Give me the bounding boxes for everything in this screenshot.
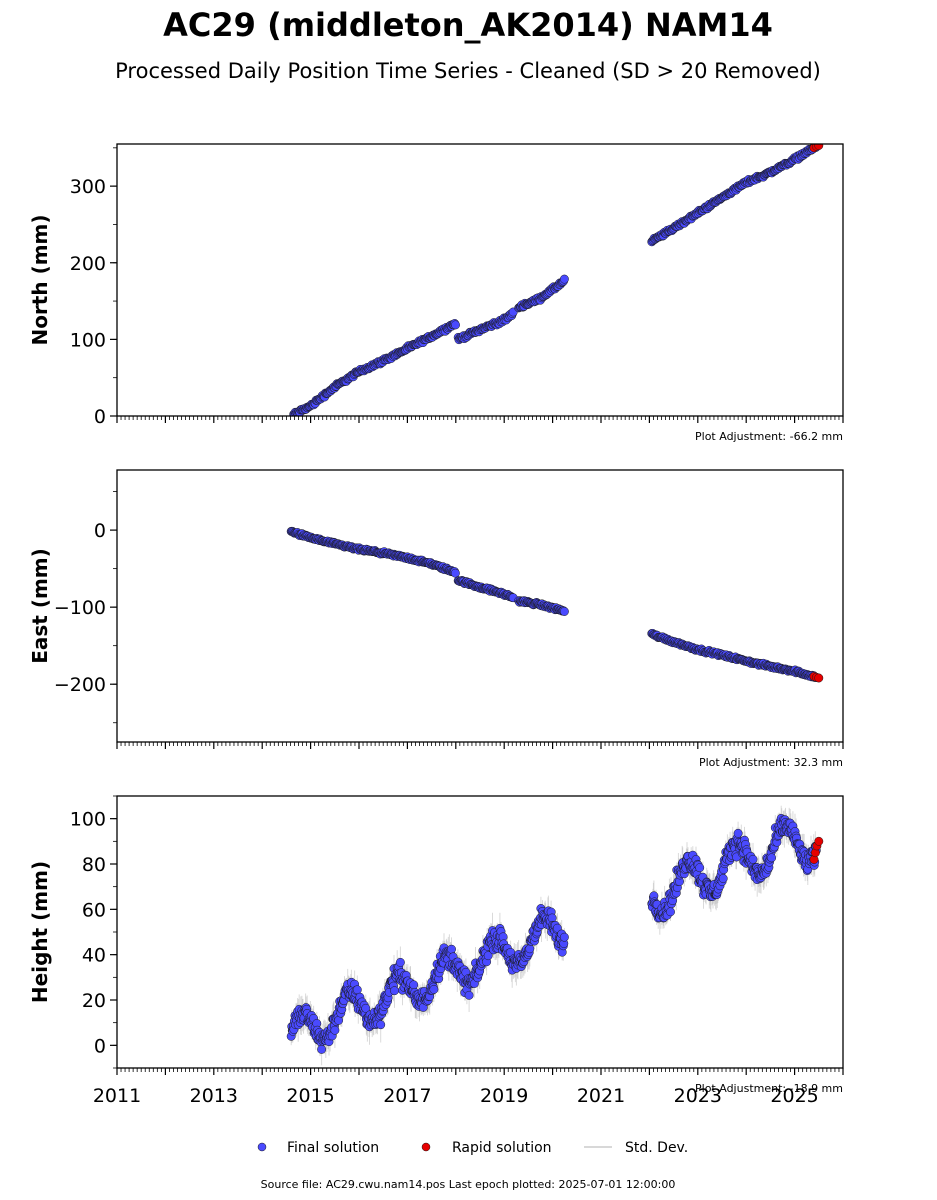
y-tick-label: 0 [94, 406, 106, 428]
y-tick-label: 0 [94, 1035, 106, 1057]
x-tick-label: 2023 [674, 1085, 722, 1107]
y-ticks: 0 20 40 60 80 100 [70, 795, 117, 1069]
final-point [748, 854, 758, 864]
final-point [767, 853, 777, 863]
final-point [464, 990, 474, 1000]
legend-std-label: Std. Dev. [625, 1140, 688, 1156]
final-point [361, 1003, 371, 1013]
plot-area [286, 526, 824, 683]
final-point [409, 980, 419, 990]
chart-title: AC29 (middleton_AK2014) NAM14 [163, 6, 773, 44]
x-ticks [116, 1068, 844, 1075]
plot-adjustment: Plot Adjustment: -18.9 mm [695, 1082, 843, 1095]
y-tick-label: −200 [54, 674, 106, 696]
rapid-solution-points [809, 144, 824, 153]
x-tick-label: 2025 [770, 1085, 818, 1107]
x-tick-label: 2017 [383, 1085, 431, 1107]
chart-subtitle: Processed Daily Position Time Series - C… [115, 59, 821, 83]
y-ticks: 0 100 200 300 [70, 147, 117, 428]
y-tick-label: 40 [82, 945, 106, 967]
y-axis-label: North (mm) [28, 214, 52, 345]
y-ticks: 0 −100 −200 [54, 491, 117, 724]
final-solution-points [286, 813, 821, 1054]
legend-rapid-label: Rapid solution [452, 1140, 552, 1156]
final-point [666, 907, 675, 917]
x-ticks [116, 742, 844, 749]
final-point [547, 913, 557, 923]
north-panel: 0 100 200 300 North (mm) Plot Adjustment: -66… [28, 143, 844, 443]
x-tick-label: 2013 [190, 1085, 238, 1107]
x-tick-label: 2011 [93, 1085, 141, 1107]
x-tick-label: 2015 [286, 1085, 334, 1107]
rapid-point [814, 144, 824, 150]
final-point [525, 944, 535, 954]
y-axis-label: East (mm) [28, 548, 52, 664]
plot-area [289, 144, 824, 416]
rapid-point [814, 673, 824, 683]
y-tick-label: 200 [70, 253, 106, 275]
plot-area [286, 805, 824, 1066]
final-solution-points [289, 144, 821, 416]
y-tick-label: 300 [70, 176, 106, 198]
final-point [559, 932, 569, 942]
rapid-point [814, 836, 824, 846]
final-point [559, 607, 569, 616]
plot-adjustment: Plot Adjustment: 32.3 mm [699, 756, 843, 769]
rapid-solution-points [809, 836, 824, 864]
height-panel: 0 20 40 60 80 100 Height (mm) Plot Adjustment: … [28, 795, 844, 1107]
final-point [390, 986, 399, 996]
plot-adjustment: Plot Adjustment: -66.2 mm [695, 430, 843, 443]
y-tick-label: 60 [82, 899, 106, 921]
final-point [483, 951, 493, 961]
axes-frame [116, 469, 844, 743]
rapid-solution-points [809, 672, 824, 683]
x-tick-label: 2019 [480, 1085, 528, 1107]
y-tick-label: 20 [82, 990, 106, 1012]
y-axis-label: Height (mm) [28, 861, 52, 1003]
final-point [317, 1044, 327, 1054]
x-ticks [116, 416, 844, 423]
final-point [447, 944, 456, 954]
final-point [718, 874, 728, 883]
final-point [352, 985, 362, 995]
final-point [733, 828, 743, 838]
x-tick-label: 2021 [577, 1085, 625, 1107]
final-point [395, 957, 405, 967]
legend-final-marker [257, 1142, 267, 1152]
final-point [330, 1025, 340, 1035]
final-point [429, 984, 439, 994]
legend-final-label: Final solution [287, 1140, 379, 1156]
final-point [450, 568, 460, 578]
y-tick-label: 100 [70, 809, 106, 831]
final-solution-points [286, 526, 821, 682]
final-point [451, 320, 460, 330]
final-point [376, 1020, 386, 1030]
y-tick-label: 80 [82, 854, 106, 876]
y-tick-label: 100 [70, 329, 106, 351]
y-tick-label: 0 [94, 520, 106, 542]
y-tick-label: −100 [54, 597, 106, 619]
source-text: Source file: AC29.cwu.nam14.pos Last epo… [261, 1178, 676, 1191]
final-point [695, 863, 705, 873]
final-point [559, 274, 569, 284]
legend: Final solution Rapid solution Std. Dev. [257, 1140, 688, 1156]
legend-rapid-marker [421, 1142, 431, 1152]
